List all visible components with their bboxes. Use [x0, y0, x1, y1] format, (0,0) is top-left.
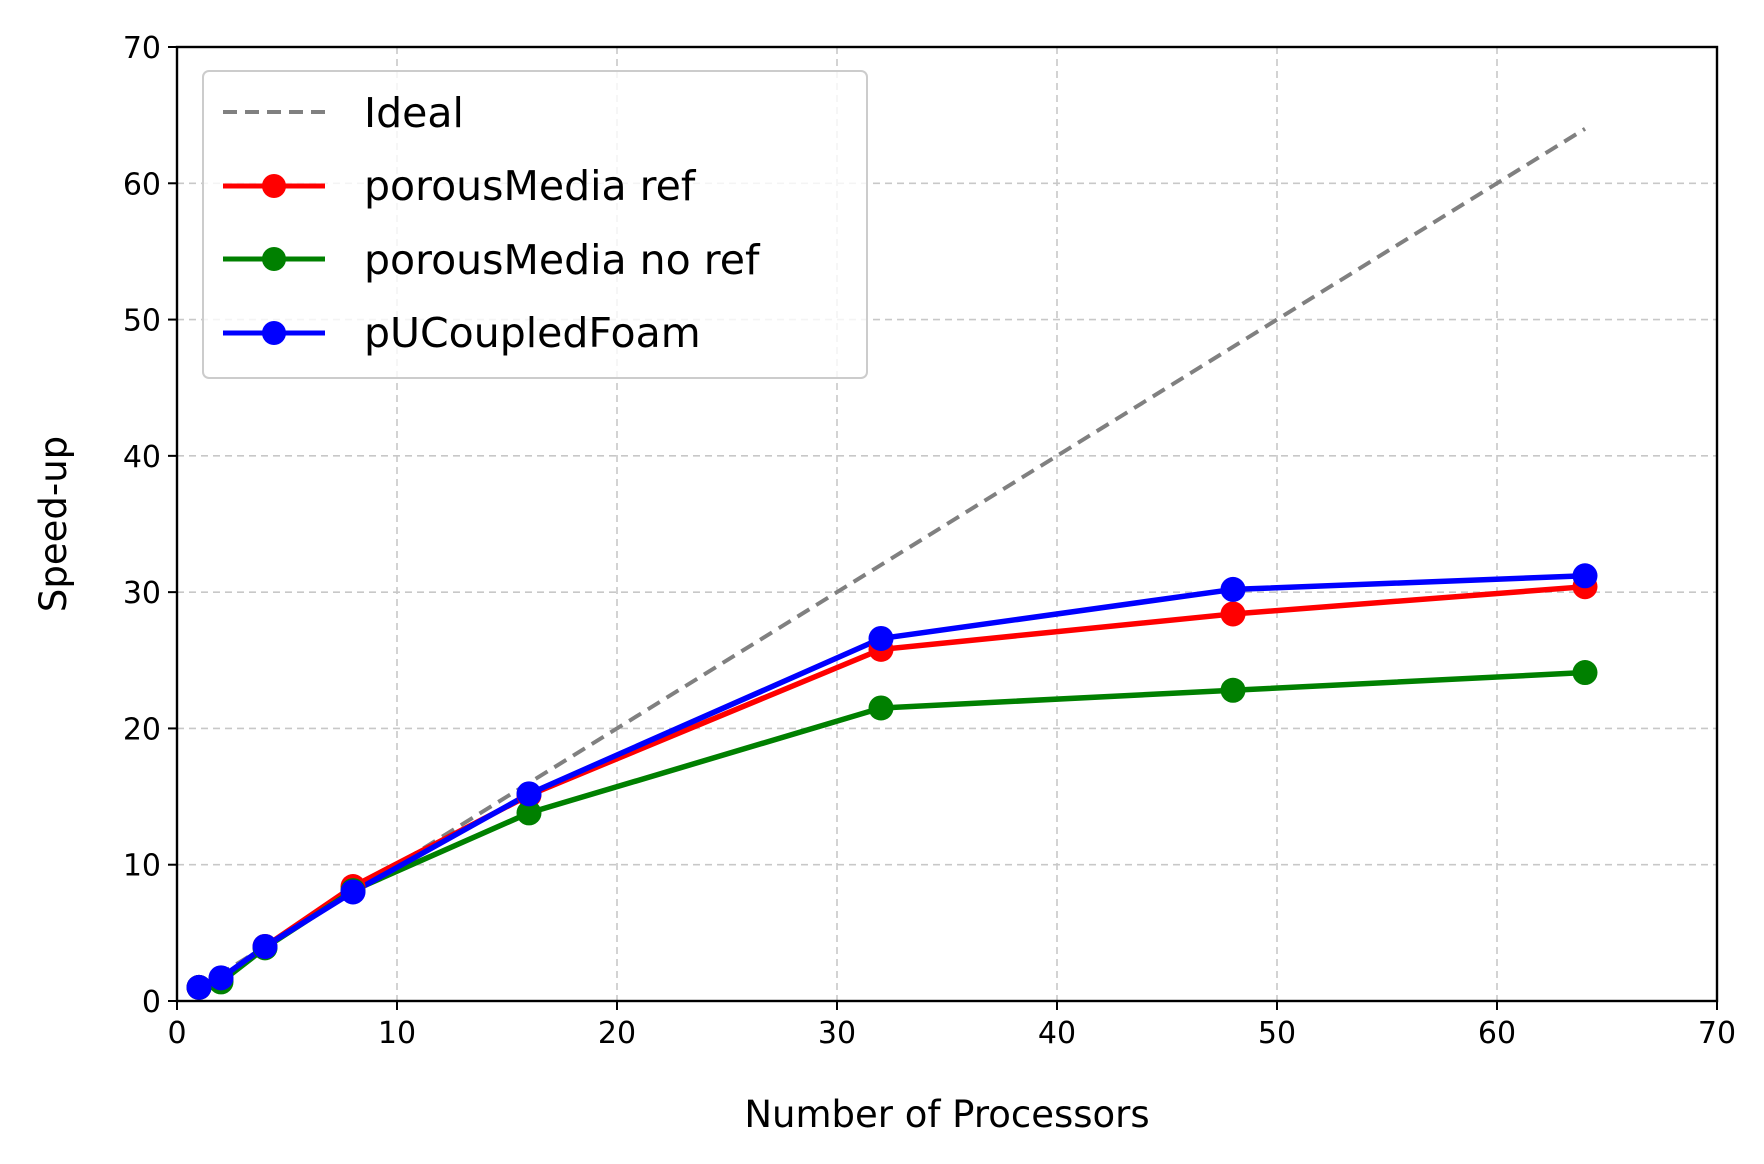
y-tick-label: 60: [123, 167, 161, 202]
legend-marker-pucoupledfoam: [262, 321, 286, 345]
data-point-porousmedia-no-ref: [868, 695, 894, 721]
legend-entry-ideal: Ideal: [223, 89, 464, 137]
x-tick-label: 10: [378, 1016, 416, 1051]
y-tick-label: 10: [123, 849, 161, 884]
x-tick-label: 0: [167, 1016, 186, 1051]
x-tick-label: 70: [1698, 1016, 1736, 1051]
series-markers: [186, 563, 1598, 1000]
x-tick-label: 30: [818, 1016, 856, 1051]
x-tick-label: 20: [598, 1016, 636, 1051]
legend-label-porousmedia-no-ref: porousMedia no ref: [364, 236, 761, 284]
legend-label-ideal: Ideal: [364, 89, 464, 137]
plot-frame: [175, 45, 1719, 1003]
y-tick-label: 20: [123, 712, 161, 747]
data-point-porousmedia-no-ref: [1572, 660, 1598, 686]
data-point-pucoupledfoam: [208, 965, 234, 991]
y-axis-label: Speed-up: [32, 436, 75, 612]
data-point-porousmedia-no-ref: [1220, 677, 1246, 703]
data-point-pucoupledfoam: [516, 781, 542, 807]
legend-marker-porousmedia-no-ref: [262, 247, 286, 271]
legend-entry-pucoupledfoam: pUCoupledFoam: [223, 309, 701, 357]
data-point-pucoupledfoam: [1220, 576, 1246, 602]
y-tick-label: 70: [123, 31, 161, 66]
data-point-pucoupledfoam: [252, 933, 278, 959]
legend-entry-porousmedia-ref: porousMedia ref: [223, 162, 697, 210]
axis-ticks: 0 10 20 30 40 50 60 70 0 10 20 30 40 50 60 70: [123, 31, 1736, 1051]
y-tick-label: 30: [123, 576, 161, 611]
x-axis-label: Number of Processors: [744, 1093, 1149, 1136]
x-tick-label: 60: [1478, 1016, 1516, 1051]
legend-entry-porousmedia-no-ref: porousMedia no ref: [223, 236, 761, 284]
data-point-pucoupledfoam: [1572, 563, 1598, 589]
y-tick-label: 50: [123, 304, 161, 339]
legend-label-pucoupledfoam: pUCoupledFoam: [364, 309, 701, 357]
x-tick-label: 40: [1038, 1016, 1076, 1051]
data-point-pucoupledfoam: [340, 879, 366, 905]
legend-label-porousmedia-ref: porousMedia ref: [364, 162, 697, 210]
legend: Ideal porousMedia ref porousMedia no ref…: [202, 70, 868, 379]
data-point-pucoupledfoam: [868, 625, 894, 651]
data-point-porousmedia-no-ref: [516, 800, 542, 826]
x-tick-label: 50: [1258, 1016, 1296, 1051]
legend-box: [202, 70, 868, 379]
y-tick-label: 0: [142, 985, 161, 1020]
legend-marker-porousmedia-ref: [262, 174, 286, 198]
y-tick-label: 40: [123, 440, 161, 475]
data-point-pucoupledfoam: [186, 974, 212, 1000]
data-point-porousmedia-ref: [1220, 601, 1246, 627]
